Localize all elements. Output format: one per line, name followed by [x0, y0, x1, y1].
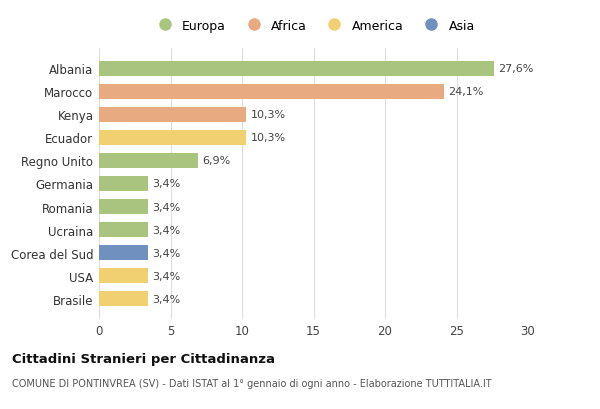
Bar [99, 222, 148, 238]
Bar [99, 108, 246, 122]
Text: Cittadini Stranieri per Cittadinanza: Cittadini Stranieri per Cittadinanza [12, 352, 275, 365]
Text: 3,4%: 3,4% [152, 271, 180, 281]
Legend: Europa, Africa, America, Asia: Europa, Africa, America, Asia [147, 15, 480, 38]
Text: 24,1%: 24,1% [448, 87, 483, 97]
Text: 3,4%: 3,4% [152, 202, 180, 212]
Text: 3,4%: 3,4% [152, 294, 180, 304]
Text: COMUNE DI PONTINVREA (SV) - Dati ISTAT al 1° gennaio di ogni anno - Elaborazione: COMUNE DI PONTINVREA (SV) - Dati ISTAT a… [12, 378, 491, 389]
Bar [99, 200, 148, 215]
Bar [99, 130, 246, 146]
Text: 3,4%: 3,4% [152, 179, 180, 189]
Bar [99, 177, 148, 191]
Text: 3,4%: 3,4% [152, 248, 180, 258]
Text: 10,3%: 10,3% [251, 133, 286, 143]
Bar [99, 292, 148, 307]
Bar [99, 246, 148, 261]
Bar [99, 269, 148, 284]
Bar [99, 61, 494, 76]
Text: 6,9%: 6,9% [202, 156, 230, 166]
Text: 27,6%: 27,6% [498, 64, 533, 74]
Bar [99, 84, 443, 99]
Text: 3,4%: 3,4% [152, 225, 180, 235]
Text: 10,3%: 10,3% [251, 110, 286, 120]
Bar [99, 153, 197, 169]
